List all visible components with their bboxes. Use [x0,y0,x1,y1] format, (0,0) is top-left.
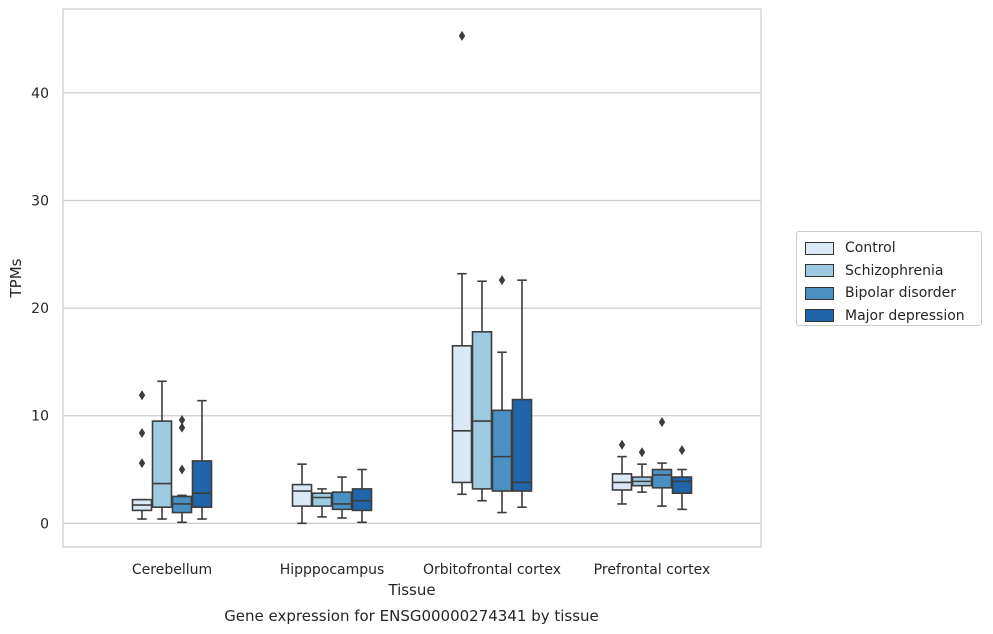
box-iqr [291,483,313,507]
box-bipolar-disorder-3 [651,417,673,507]
y-tick-label: 30 [31,194,49,210]
outlier-point [138,427,146,438]
box-schizophrenia-2 [471,280,493,502]
box-major-depression-2 [511,279,533,508]
box-major-depression-0 [191,399,213,520]
x-tick-label: Prefrontal cortex [594,562,711,578]
x-tick-label: Cerebellum [132,562,212,578]
axis-ticks: 0 10 20 30 40 Cerebellum Hipppocampus Orbitofro… [31,86,710,578]
box-major-depression-3 [671,445,693,511]
box-bipolar-disorder-0 [171,415,193,524]
box-iqr [311,492,333,507]
box-schizophrenia-3 [631,447,653,493]
legend-item-major-depression: Major depression [805,305,973,328]
box-schizophrenia-0 [151,380,173,520]
legend-swatch-schizophrenia [805,264,834,278]
box-major-depression-1 [351,468,373,524]
box-iqr [671,476,693,494]
legend-label-major-depression: Major depression [845,307,965,324]
legend-item-bipolar-disorder: Bipolar disorder [805,282,973,305]
y-tick-label: 20 [31,301,49,317]
x-tick-label: Orbitofrontal cortex [423,562,561,578]
box-iqr [151,420,173,508]
legend-swatch-major-depression [805,309,834,323]
box-control-0 [131,390,153,520]
outlier-point [618,439,626,450]
chart-caption: Gene expression for ENSG00000274341 by t… [224,607,599,625]
outlier-point [458,30,466,41]
outlier-point [138,390,146,401]
legend-label-control: Control [845,240,896,257]
box-iqr [491,409,513,492]
box-control-1 [291,463,313,525]
y-tick-label: 10 [31,409,49,425]
y-tick-label: 40 [31,86,49,102]
outlier-point [498,275,506,286]
box-bipolar-disorder-2 [491,275,513,514]
outlier-point [178,422,186,433]
outlier-point [638,447,646,458]
legend-item-schizophrenia: Schizophrenia [805,260,973,283]
boxes [131,30,693,525]
y-tick-label: 0 [40,516,49,532]
plot-frame [62,8,762,548]
x-tick-label: Hipppocampus [280,562,385,578]
outlier-point [178,464,186,475]
outlier-point [138,458,146,469]
box-iqr [511,398,533,492]
legend-label-schizophrenia: Schizophrenia [845,262,944,279]
box-iqr [351,488,373,512]
outlier-point [678,445,686,456]
grid-lines [63,92,761,524]
outlier-point [658,417,666,428]
x-axis-label: Tissue [387,581,435,599]
box-iqr [331,491,353,511]
legend-label-bipolar-disorder: Bipolar disorder [845,285,957,302]
box-iqr [191,460,213,508]
box-bipolar-disorder-1 [331,476,353,519]
box-control-2 [451,30,473,496]
box-iqr [451,344,473,484]
legend-item-control: Control [805,237,973,260]
box-iqr [471,330,493,490]
legend-swatch-control [805,241,834,255]
legend: Control Schizophrenia Bipolar disorder M… [796,231,982,326]
box-control-3 [611,439,633,505]
box-schizophrenia-1 [311,488,333,518]
legend-swatch-bipolar-disorder [805,286,834,300]
y-axis-label: TPMs [7,258,25,298]
box-iqr [651,468,673,489]
outlier-point [178,415,186,426]
